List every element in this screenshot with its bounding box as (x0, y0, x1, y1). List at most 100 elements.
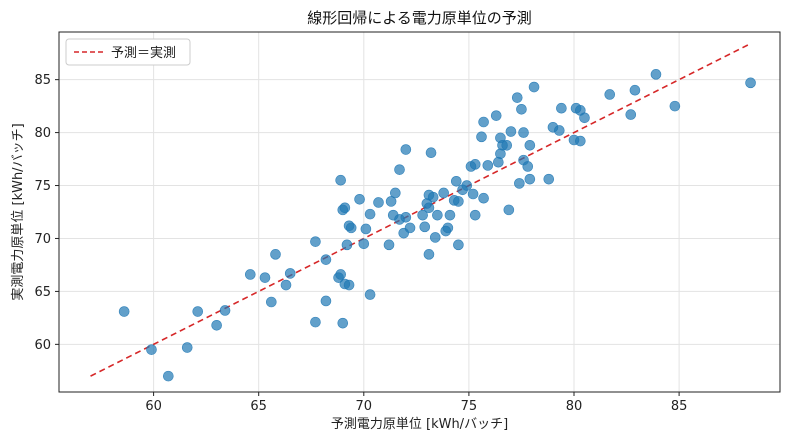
data-point-63 (461, 180, 473, 191)
data-point-42 (400, 211, 412, 223)
data-point-45 (419, 221, 431, 233)
data-point-2 (163, 370, 174, 382)
data-point-7 (244, 269, 256, 280)
data-point-69 (478, 116, 489, 128)
data-point-70 (478, 192, 489, 204)
y-axis-label: 実測電力原単位 [kWh/バッチ] (10, 123, 26, 300)
x-tick-label-80: 80 (566, 399, 583, 414)
data-point-77 (501, 139, 513, 151)
data-point-10 (270, 249, 281, 260)
data-point-5 (211, 319, 222, 331)
x-tick-label-60: 60 (145, 399, 162, 414)
data-point-11 (280, 279, 292, 291)
chart-title: 線形回帰による電力原単位の予測 (307, 9, 532, 27)
data-point-101 (650, 69, 662, 80)
data-point-56 (442, 222, 454, 234)
x-tick-label-65: 65 (250, 399, 267, 414)
x-axis-label: 予測電力原単位 [kWh/バッチ] (331, 416, 508, 432)
data-point-91 (553, 125, 565, 136)
data-point-80 (511, 92, 523, 103)
reference-line-layer (90, 43, 749, 377)
data-point-72 (490, 110, 502, 121)
data-point-8 (259, 272, 271, 283)
grid (59, 32, 780, 392)
plot-frame (58, 31, 781, 393)
point-layer (118, 69, 756, 382)
reference-line-predicted-equals-actual (90, 43, 749, 377)
data-point-33 (373, 197, 384, 208)
data-point-78 (503, 204, 515, 216)
y-tick-label-70: 70 (34, 232, 51, 247)
data-point-28 (354, 193, 365, 205)
data-point-20 (337, 317, 349, 329)
data-point-0 (118, 306, 130, 317)
data-point-82 (516, 103, 527, 115)
data-point-57 (444, 209, 456, 221)
y-tick-label-80: 80 (34, 126, 51, 141)
data-point-97 (579, 112, 590, 124)
data-point-49 (423, 202, 435, 214)
data-point-37 (390, 187, 401, 199)
data-point-9 (266, 296, 277, 308)
data-point-34 (383, 239, 395, 251)
data-point-66 (469, 159, 481, 170)
data-point-1 (146, 344, 157, 355)
x-tick-label-85: 85 (671, 399, 688, 414)
data-point-68 (476, 131, 487, 143)
data-point-61 (453, 239, 464, 251)
data-point-6 (219, 305, 231, 316)
data-point-87 (524, 139, 536, 151)
data-point-52 (429, 232, 441, 243)
data-point-30 (360, 223, 372, 235)
x-tick-label-75: 75 (461, 399, 478, 414)
legend: 予測＝実測 (65, 38, 191, 66)
legend-label: 予測＝実測 (111, 45, 176, 61)
data-point-25 (343, 279, 355, 291)
data-point-19 (335, 174, 346, 186)
data-point-89 (543, 173, 555, 185)
data-point-16 (320, 254, 332, 265)
data-point-35 (385, 196, 397, 207)
data-point-88 (528, 81, 540, 93)
data-point-81 (514, 178, 525, 189)
data-point-18 (335, 269, 346, 280)
x-axis-ticks: 60 65 70 75 80 85 (145, 392, 687, 414)
data-point-59 (450, 175, 462, 187)
data-point-31 (364, 289, 376, 300)
data-point-24 (341, 239, 353, 251)
data-point-4 (192, 306, 204, 317)
data-point-32 (364, 208, 376, 220)
data-point-43 (404, 222, 416, 234)
legend-box (65, 38, 191, 66)
data-point-86 (524, 173, 536, 185)
data-point-98 (604, 89, 616, 100)
x-tick-label-70: 70 (356, 399, 373, 414)
y-tick-label-60: 60 (34, 338, 51, 353)
data-point-50 (425, 147, 437, 159)
data-point-51 (427, 191, 439, 203)
data-point-12 (284, 268, 296, 279)
data-point-102 (669, 100, 681, 112)
data-point-54 (438, 187, 449, 199)
data-point-85 (522, 161, 534, 172)
data-point-27 (345, 222, 357, 234)
data-point-103 (745, 77, 756, 89)
y-tick-label-85: 85 (34, 73, 51, 88)
data-point-14 (310, 236, 321, 247)
data-point-79 (505, 126, 517, 137)
data-point-65 (467, 188, 479, 200)
y-axis-ticks: 60 65 70 75 80 85 (34, 73, 59, 353)
data-point-83 (518, 127, 529, 138)
data-point-41 (400, 144, 412, 155)
data-point-44 (417, 209, 428, 221)
y-tick-label-75: 75 (34, 179, 51, 194)
data-point-96 (575, 135, 586, 147)
data-point-15 (320, 295, 332, 307)
data-point-100 (629, 84, 641, 96)
data-point-13 (310, 316, 321, 328)
data-point-53 (432, 209, 443, 221)
data-point-99 (625, 109, 637, 120)
data-point-23 (339, 202, 351, 214)
